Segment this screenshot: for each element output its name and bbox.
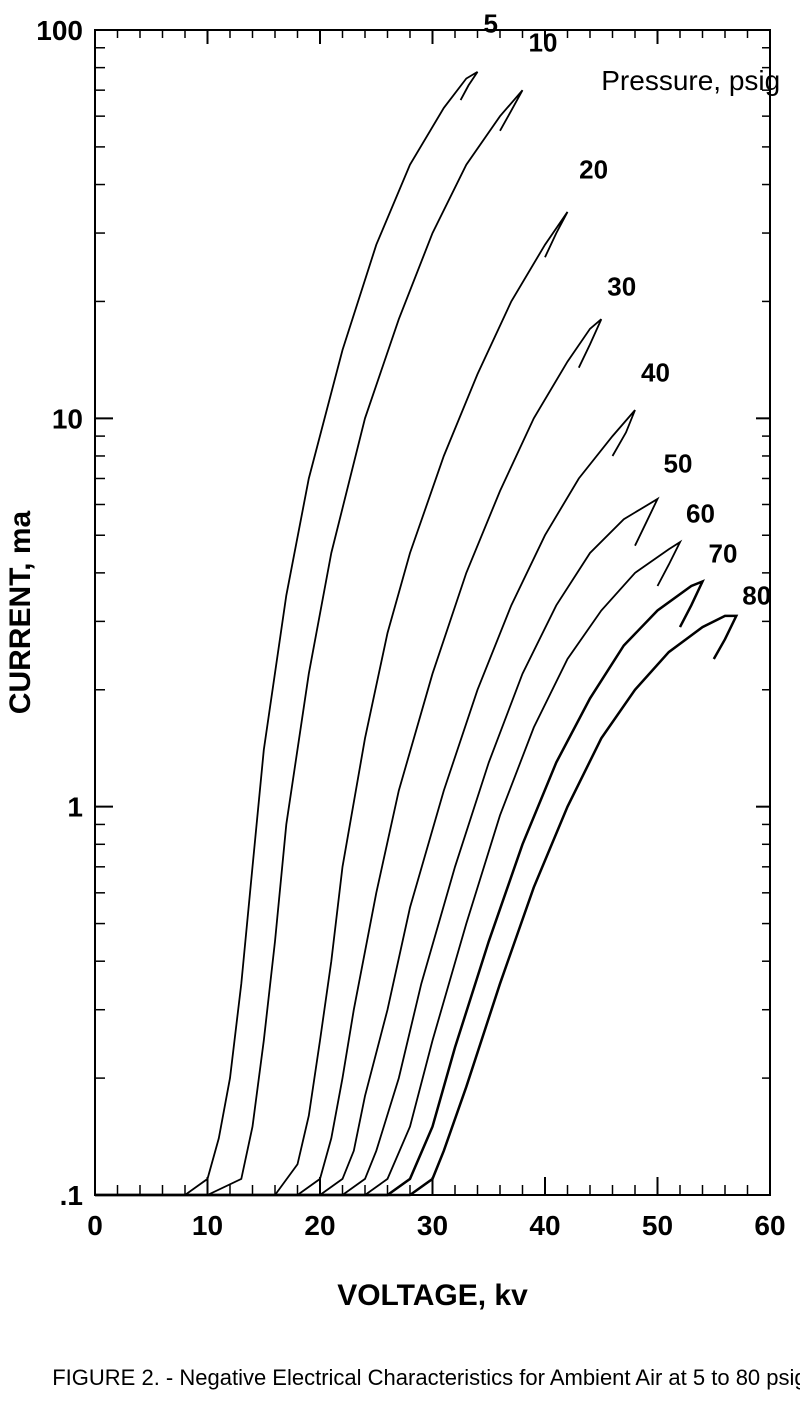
- plot-border: [95, 30, 770, 1195]
- series-label-20: 20: [579, 155, 608, 185]
- curve-60: [95, 542, 680, 1195]
- x-tick-label: 50: [642, 1210, 673, 1241]
- chart-svg: 0 10 20 30 40 50 60 .1 1 10 100 5 10 20 30 40 50 60 7080 Pr…: [0, 0, 800, 1412]
- series-label-50: 50: [664, 448, 693, 478]
- x-tick-label: 10: [192, 1210, 223, 1241]
- x-tick-label: 60: [754, 1210, 785, 1241]
- curve-30: [95, 319, 601, 1195]
- x-tick-label: 0: [87, 1210, 103, 1241]
- series-label-10: 10: [529, 27, 558, 57]
- x-tick-label: 20: [304, 1210, 335, 1241]
- x-tick-label: 30: [417, 1210, 448, 1241]
- series-label-60: 60: [686, 499, 715, 529]
- curve-10: [95, 90, 523, 1195]
- curve-70: [95, 582, 703, 1196]
- curve-5: [95, 72, 478, 1195]
- x-axis-label: VOLTAGE, kv: [337, 1279, 528, 1312]
- y-tick-label: 10: [52, 403, 83, 434]
- series-label-30: 30: [607, 271, 636, 301]
- y-tick-label: 100: [36, 15, 83, 46]
- series-label-80: 80: [742, 581, 771, 611]
- y-axis-label: CURRENT, ma: [4, 511, 37, 715]
- y-tick-label: 1: [67, 792, 83, 823]
- curve-20: [95, 212, 568, 1195]
- y-tick-label: .1: [60, 1180, 83, 1211]
- series-label-5: 5: [484, 9, 498, 39]
- series-label-70: 70: [709, 539, 738, 569]
- legend-title: Pressure, psig: [601, 65, 780, 96]
- curve-40: [95, 410, 635, 1195]
- curve-50: [95, 499, 658, 1195]
- series-label-40: 40: [641, 358, 670, 388]
- figure-caption: FIGURE 2. - Negative Electrical Characte…: [52, 1365, 800, 1390]
- x-tick-label: 40: [529, 1210, 560, 1241]
- chart-container: 0 10 20 30 40 50 60 .1 1 10 100 5 10 20 30 40 50 60 7080 Pr…: [0, 0, 800, 1412]
